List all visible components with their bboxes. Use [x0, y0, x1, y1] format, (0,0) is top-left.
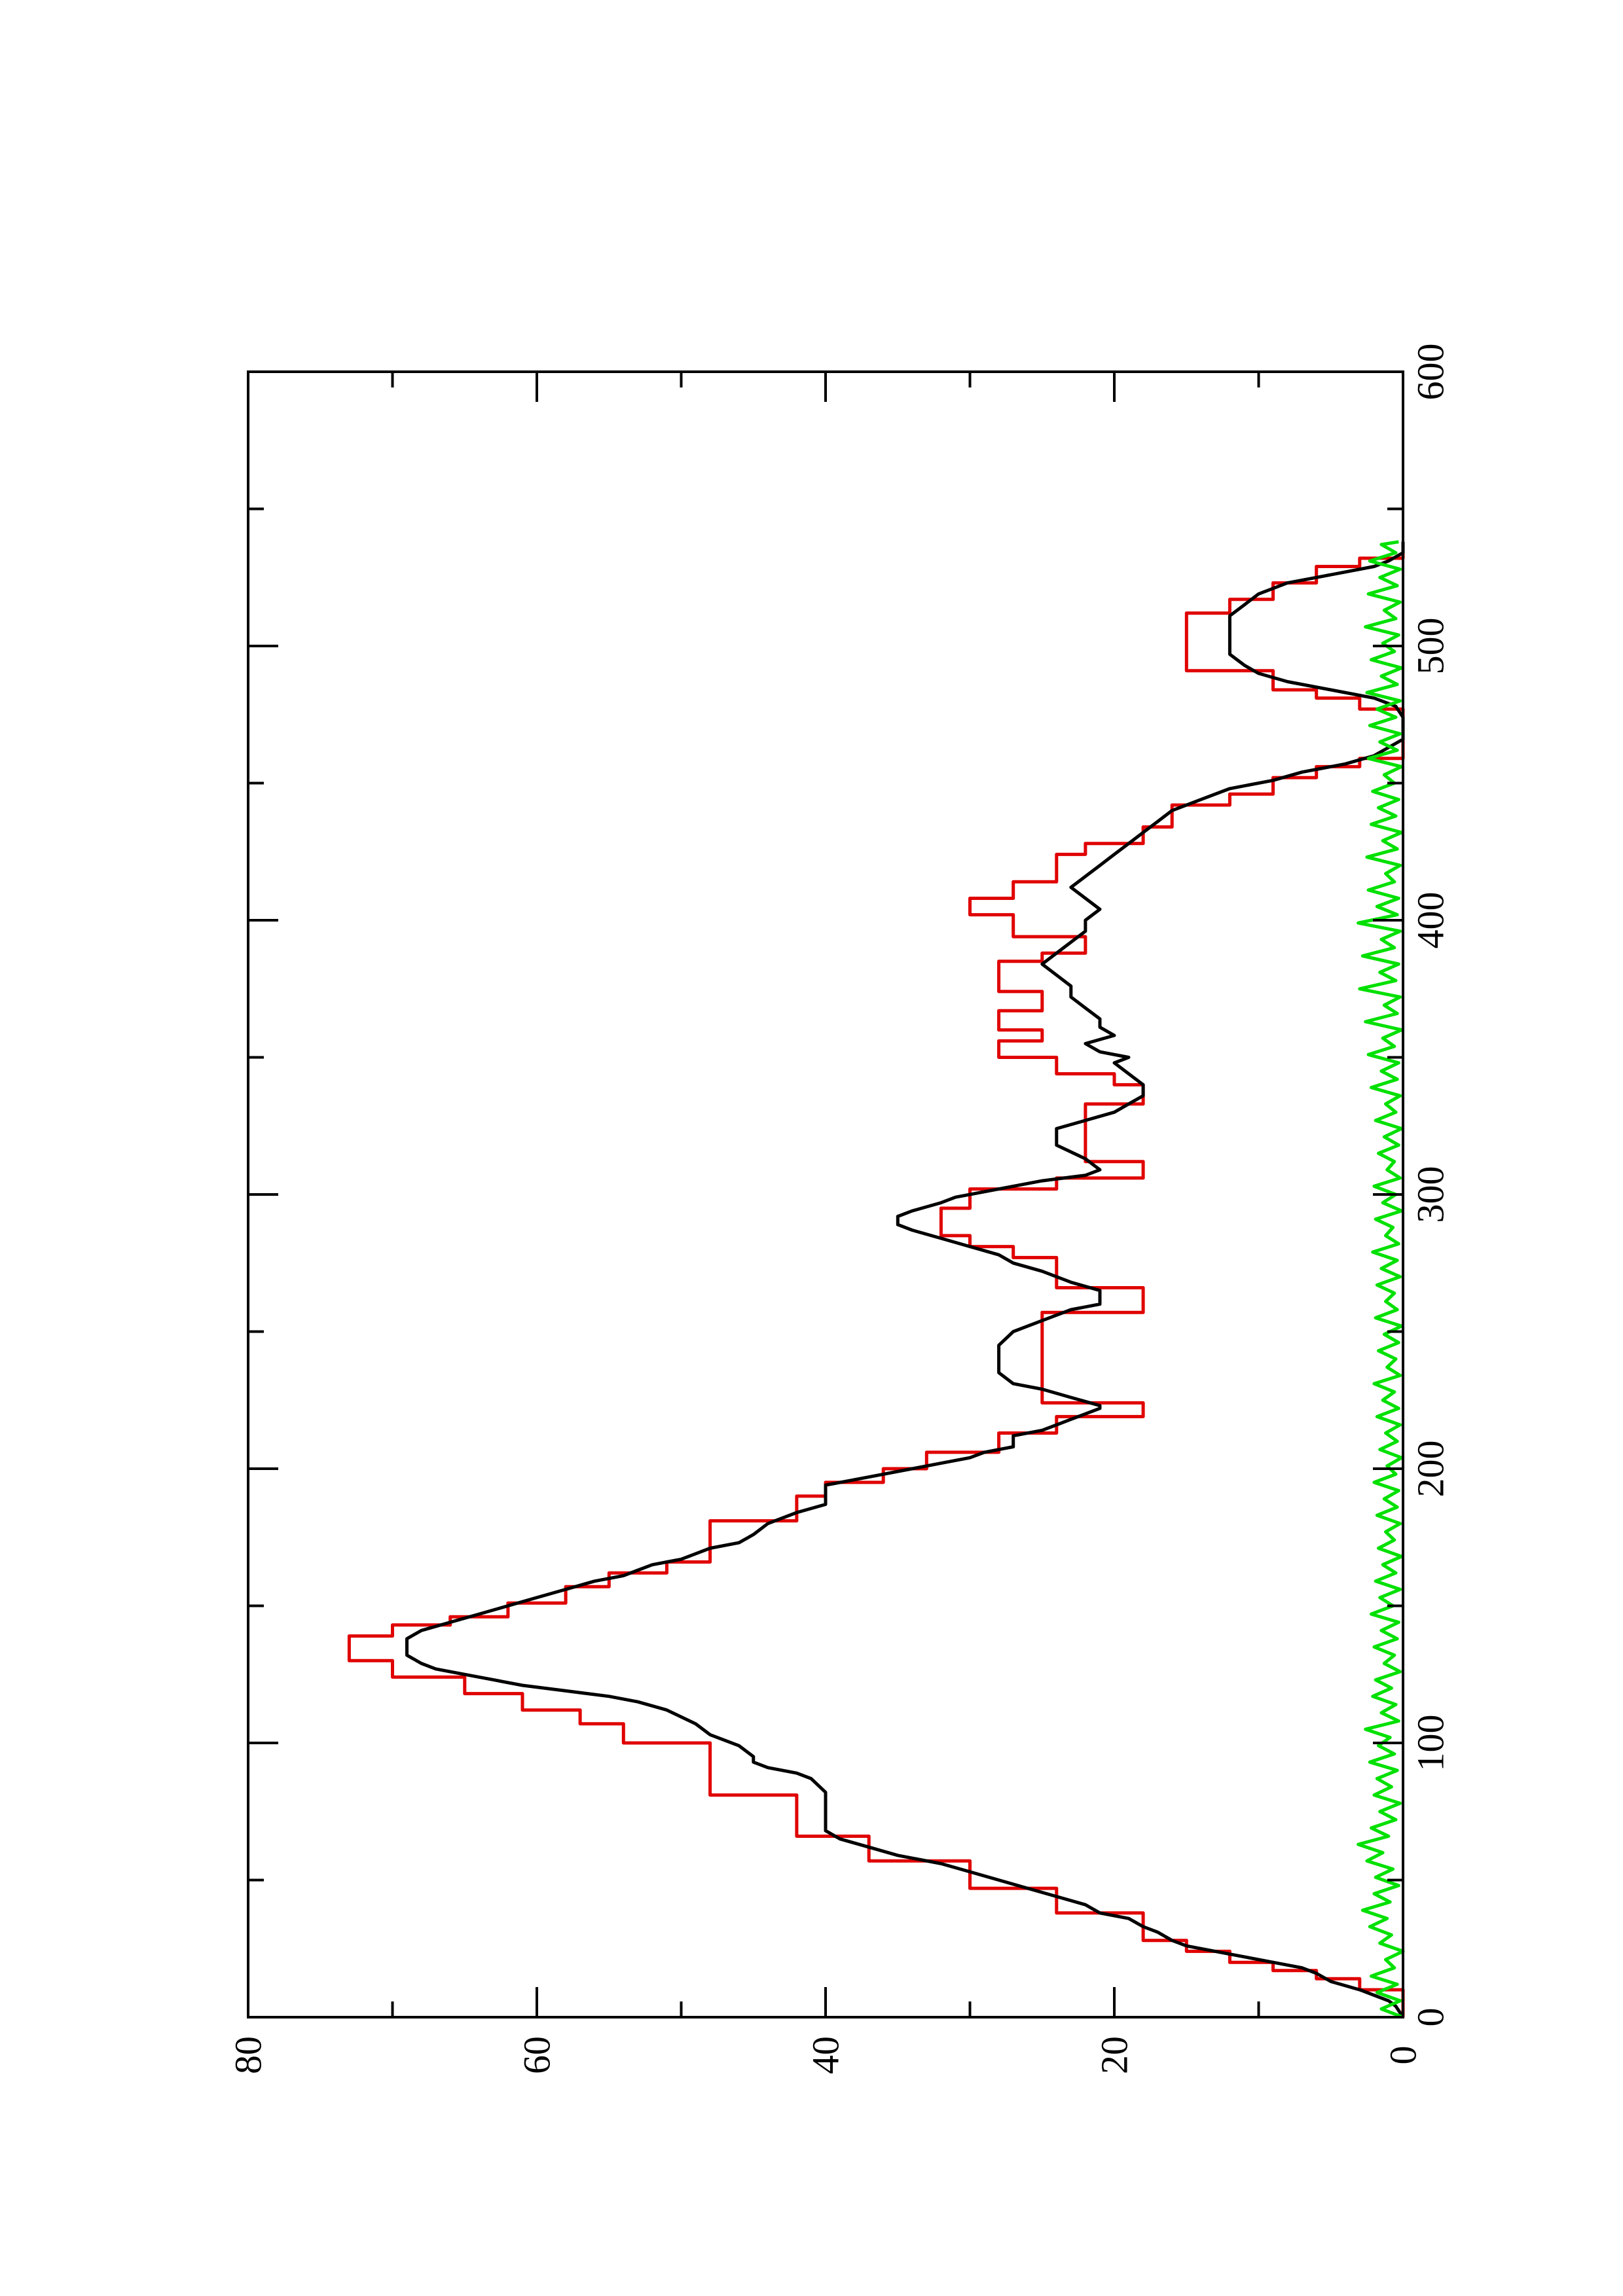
- x-tick-label: 100: [1410, 1715, 1452, 1772]
- x-tick-label: 500: [1410, 618, 1452, 675]
- plot-frame: [247, 370, 1404, 2018]
- x-tick-label: 600: [1410, 344, 1452, 401]
- y-tick-label: 40: [805, 2036, 847, 2074]
- x-tick-label: 0: [1410, 2008, 1452, 2027]
- y-tick-label: 80: [227, 2036, 270, 2074]
- red-series-line: [347, 541, 1405, 2017]
- y-tick-label: 20: [1093, 2036, 1136, 2074]
- x-tick-label: 400: [1410, 892, 1452, 949]
- y-tick-label: 60: [516, 2036, 558, 2074]
- x-tick-label: 200: [1410, 1441, 1452, 1498]
- y-tick-label: 0: [1382, 2046, 1425, 2065]
- x-tick-label: 300: [1410, 1166, 1452, 1223]
- black-series-line: [405, 541, 1405, 2018]
- tick-label-layer: 0 100 200 300 400 500 600 0 20 40 60 80: [227, 344, 1452, 2075]
